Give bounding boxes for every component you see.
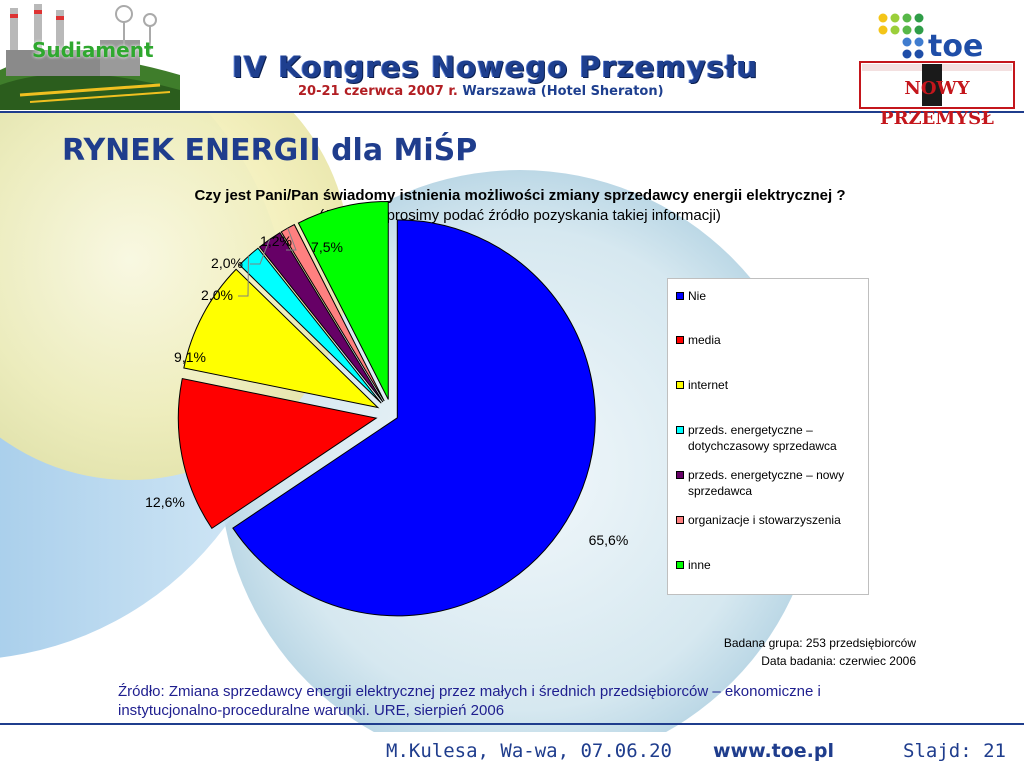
- factory-logo-icon: [0, 0, 180, 110]
- congress-venue: Warszawa (Hotel Sheraton): [462, 84, 664, 99]
- legend-item-2: internet: [676, 377, 868, 393]
- legend-label-4: przeds. energetyczne – nowy sprzedawca: [688, 468, 845, 498]
- nowy-przemysl-logo-text: NOWY PRZEMYSŁ: [880, 78, 994, 129]
- pie-leader-5: [286, 227, 297, 251]
- legend-swatch-1: [676, 336, 684, 344]
- nowy-przemysl-logo: NOWY PRZEMYSŁ: [862, 74, 1012, 129]
- pie-slice-4: [258, 232, 384, 403]
- congress-date: 20-21 czerwca 2007 r.: [298, 84, 458, 99]
- legend-item-0: Nie: [676, 288, 868, 304]
- legend-swatch-2: [676, 381, 684, 389]
- legend-label-2: internet: [688, 378, 729, 392]
- survey-date: Data badania: czerwiec 2006: [761, 654, 916, 668]
- legend-label-5: organizacje i stowarzyszenia: [688, 513, 841, 527]
- congress-title: IV Kongres Nowego Przemysłu: [232, 50, 759, 84]
- pie-slice-0: [232, 219, 596, 617]
- legend-label-1: media: [688, 333, 721, 347]
- footer-slide-number: Slajd: 21: [903, 740, 1006, 762]
- pie-slice-1: [177, 377, 378, 530]
- legend-swatch-3: [676, 426, 684, 434]
- toe-logo-icon: [878, 13, 924, 59]
- survey-info: Badana grupa: 253 przedsiębiorców Data b…: [724, 634, 916, 670]
- pie-label-6: 7,5%: [311, 239, 343, 255]
- pie-label-2: 9,1%: [174, 349, 206, 365]
- source-note: Źródło: Zmiana sprzedawcy energii elektr…: [118, 683, 821, 719]
- legend-swatch-6: [676, 561, 684, 569]
- legend-item-3: przeds. energetyczne – dotychczasowy spr…: [676, 422, 868, 454]
- survey-question: Czy jest Pani/Pan świadomy istnienia moż…: [190, 186, 850, 226]
- legend-item-6: inne: [676, 557, 868, 573]
- legend-item-4: przeds. energetyczne – nowy sprzedawca: [676, 467, 868, 499]
- legend-label-0: Nie: [688, 289, 707, 303]
- chart-legend: Nie media internet przeds. energetyczne – d…: [667, 278, 869, 595]
- legend-swatch-0: [676, 292, 684, 300]
- pie-label-0: 65,6%: [589, 532, 629, 548]
- legend-label-6: inne: [688, 558, 711, 572]
- nowy-przemysl-logo-icon: [859, 61, 1015, 109]
- legend-item-5: organizacje i stowarzyszenia: [676, 512, 868, 528]
- question-normal: (Jeśli tak, prosimy podać źródło pozyska…: [319, 207, 721, 224]
- pie-leader-3: [238, 256, 249, 297]
- toe-logo-text: toe: [928, 29, 984, 64]
- pie-leader-4: [250, 239, 270, 265]
- slide-title: RYNEK ENERGII dla MiŚP: [62, 133, 478, 168]
- brand-name: Sudiament: [32, 38, 154, 62]
- pie-slice-3: [238, 247, 382, 404]
- question-bold: Czy jest Pani/Pan świadomy istnienia moż…: [194, 187, 846, 204]
- pie-slice-2: [183, 268, 380, 409]
- pie-slice-6: [297, 200, 389, 400]
- congress-date-venue: 20-21 czerwca 2007 r. Warszawa (Hotel Sh…: [298, 84, 664, 99]
- pie-label-5: 1,2%: [260, 233, 292, 249]
- legend-swatch-4: [676, 471, 684, 479]
- legend-swatch-5: [676, 516, 684, 524]
- legend-item-1: media: [676, 332, 868, 348]
- survey-group: Badana grupa: 253 przedsiębiorców: [723, 636, 916, 650]
- footer-url[interactable]: www.toe.pl: [713, 740, 835, 762]
- footer-author: M.Kulesa, Wa-wa, 07.06.20: [386, 740, 672, 762]
- legend-label-3: przeds. energetyczne – dotychczasowy spr…: [688, 423, 837, 453]
- pie-label-3: 2,0%: [201, 287, 233, 303]
- pie-label-4: 2,0%: [211, 255, 243, 271]
- pie-label-1: 12,6%: [145, 494, 185, 510]
